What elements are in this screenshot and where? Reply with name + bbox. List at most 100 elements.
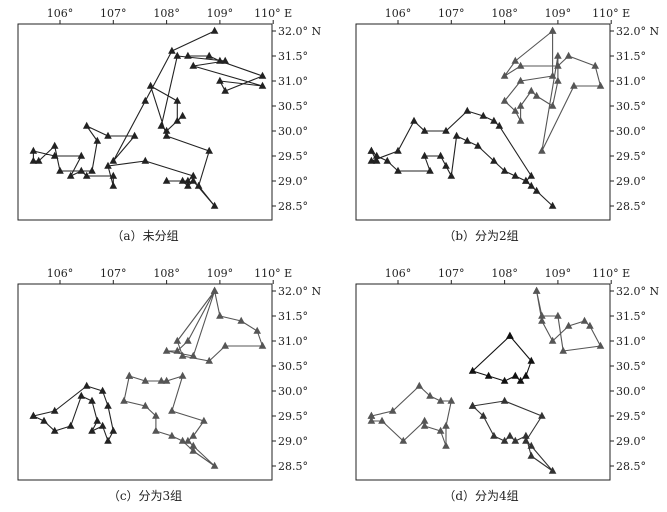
stop-marker	[173, 336, 182, 344]
x-tick-label: 108°	[153, 7, 180, 20]
x-tick-label: 110° E	[592, 7, 630, 20]
stop-marker	[548, 336, 557, 344]
y-tick-label: 28.5°	[616, 460, 646, 473]
stop-marker	[258, 341, 267, 349]
stop-marker	[173, 51, 182, 59]
y-tick-label: 31.5°	[616, 50, 646, 63]
stop-marker	[367, 411, 376, 419]
stop-marker	[538, 146, 546, 154]
stop-marker	[500, 396, 509, 404]
stop-marker	[216, 56, 224, 64]
x-tick-label: 107°	[100, 7, 127, 20]
stop-marker	[463, 106, 472, 114]
stop-marker	[77, 391, 86, 399]
stop-marker	[109, 181, 118, 189]
stop-marker	[50, 151, 59, 159]
stop-marker	[56, 166, 64, 174]
stop-marker	[506, 431, 514, 439]
stop-marker	[221, 341, 229, 349]
route-3	[367, 381, 456, 449]
panel-caption: （b）分为2组	[443, 229, 518, 243]
stop-marker	[490, 116, 498, 124]
stop-marker	[88, 426, 96, 434]
route-line	[504, 30, 602, 152]
stop-marker	[210, 286, 219, 294]
panel-caption: （a）未分组	[111, 229, 178, 243]
stop-marker	[221, 56, 229, 64]
stop-marker	[527, 171, 535, 179]
y-tick-label: 31.5°	[616, 310, 646, 323]
panel-c: 106° 107° 108° 109° 110° E 32.0° N 31.5° 31.0° 3…	[17, 267, 321, 503]
stop-marker	[500, 436, 509, 444]
x-tick-label: 106°	[47, 267, 74, 280]
y-tick-label: 29.5°	[278, 410, 308, 423]
route-line	[33, 385, 114, 442]
x-tick-label: 108°	[153, 267, 180, 280]
stop-marker	[200, 416, 208, 424]
stop-marker	[436, 151, 445, 159]
stop-marker	[237, 316, 245, 324]
stop-marker	[168, 46, 176, 54]
stop-marker	[141, 96, 150, 104]
stop-marker	[157, 121, 166, 129]
stop-marker	[548, 26, 557, 34]
stop-marker	[410, 116, 418, 124]
stop-marker	[141, 376, 150, 384]
stop-marker	[50, 406, 59, 414]
stop-marker	[394, 146, 402, 154]
stop-marker	[495, 121, 504, 129]
route-line	[166, 290, 264, 362]
y-tick-label: 30.5°	[616, 100, 646, 113]
stop-marker	[442, 161, 450, 169]
stop-marker	[420, 416, 429, 424]
stop-marker	[500, 166, 509, 174]
stop-marker	[372, 151, 381, 159]
stop-marker	[500, 96, 509, 104]
stop-marker	[210, 461, 219, 469]
stop-marker	[205, 51, 213, 59]
route-1	[367, 106, 557, 209]
stop-marker	[178, 371, 187, 379]
route-line	[472, 400, 554, 472]
stop-marker	[157, 376, 166, 384]
stop-marker	[104, 161, 112, 169]
route-line	[472, 335, 532, 382]
stop-marker	[88, 166, 96, 174]
route-line	[536, 290, 602, 352]
y-tick-label: 30.0°	[278, 125, 308, 138]
stop-marker	[205, 146, 213, 154]
y-tick-label: 32.0° N	[278, 285, 321, 298]
stop-marker	[426, 391, 434, 399]
route-line	[32, 30, 264, 207]
stop-marker	[474, 141, 482, 149]
route-line	[370, 110, 554, 207]
y-tick-label: 31.0°	[278, 75, 308, 88]
stop-marker	[490, 431, 498, 439]
stop-marker	[184, 436, 192, 444]
stop-marker	[538, 411, 546, 419]
y-tick-label: 29.0°	[278, 435, 308, 448]
stop-marker	[40, 416, 48, 424]
stop-marker	[516, 116, 525, 124]
stop-marker	[162, 131, 171, 139]
stop-marker	[109, 171, 118, 179]
stop-marker	[77, 166, 86, 174]
x-tick-label: 107°	[438, 267, 465, 280]
stop-marker	[511, 371, 520, 379]
stop-marker	[420, 126, 429, 134]
x-tick-label: 106°	[385, 7, 412, 20]
x-tick-label: 110° E	[592, 267, 630, 280]
stop-marker	[559, 346, 567, 354]
stop-marker	[420, 421, 429, 429]
stop-marker	[452, 131, 461, 139]
route-1	[162, 286, 267, 364]
y-tick-label: 30.5°	[278, 100, 308, 113]
stop-marker	[258, 71, 267, 79]
y-tick-label: 28.5°	[278, 200, 308, 213]
stop-marker	[436, 396, 445, 404]
y-tick-label: 29.0°	[616, 175, 646, 188]
stop-marker	[189, 176, 198, 184]
stop-marker	[442, 421, 450, 429]
stop-marker	[415, 381, 424, 389]
stop-marker	[527, 181, 535, 189]
